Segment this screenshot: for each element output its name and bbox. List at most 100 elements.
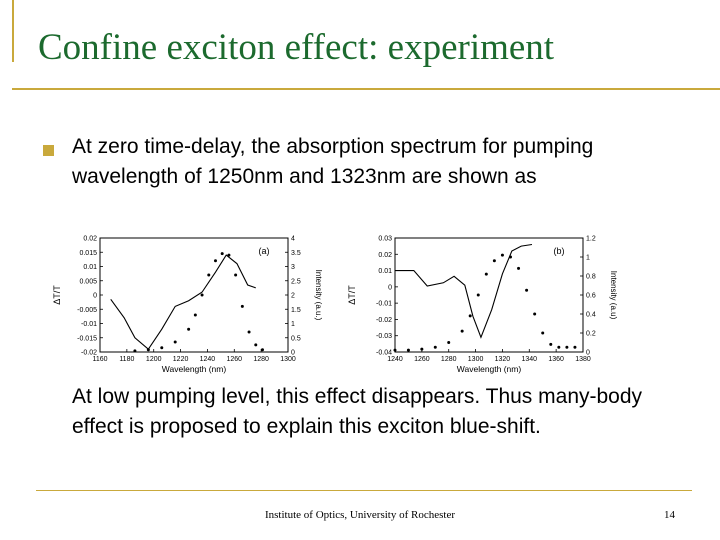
x-tick-label: 1320 (495, 356, 511, 363)
x-tick-label: 1260 (414, 356, 430, 363)
intensity-data-point (468, 314, 472, 318)
delta-t-series-line (110, 254, 256, 350)
intensity-data-point (433, 345, 437, 349)
y-left-tick-label: 0.005 (79, 278, 97, 285)
panel-label: (a) (259, 246, 270, 256)
intensity-data-point (484, 272, 488, 276)
intensity-data-point (207, 273, 211, 277)
y-right-tick-label: 1.5 (291, 307, 301, 314)
intensity-data-point (133, 349, 137, 353)
y-left-tick-label: -0.03 (376, 333, 392, 340)
x-tick-label: 1380 (575, 356, 591, 363)
intensity-data-point (525, 288, 529, 292)
bullet-text: At zero time-delay, the absorption spect… (72, 135, 594, 188)
intensity-data-point (240, 304, 244, 308)
x-tick-label: 1280 (253, 356, 269, 363)
intensity-data-point (187, 327, 191, 331)
y-right-tick-label: 1 (586, 255, 590, 262)
y-left-tick-label: 0.01 (83, 264, 97, 271)
intensity-data-point (227, 253, 231, 257)
intensity-data-point (508, 255, 512, 259)
intensity-data-point (406, 348, 410, 352)
y-left-tick-label: 0 (388, 284, 392, 291)
y-right-tick-label: 1 (291, 321, 295, 328)
y-left-tick-label: 0 (93, 293, 97, 300)
y-right-tick-label: 3.5 (291, 250, 301, 257)
x-axis-label: Wavelength (nm) (162, 364, 227, 374)
intensity-data-point (460, 329, 464, 333)
intensity-data-point (492, 259, 496, 263)
y-left-tick-label: -0.02 (81, 350, 97, 357)
y-left-tick-label: 0.02 (378, 252, 392, 259)
y-left-tick-label: -0.01 (376, 301, 392, 308)
y-right-tick-label: 0.6 (586, 293, 596, 300)
y-left-tick-label: -0.005 (77, 307, 97, 314)
y-left-tick-label: 0.01 (378, 268, 392, 275)
intensity-data-point (420, 347, 424, 351)
y-left-tick-label: -0.04 (376, 350, 392, 357)
intensity-data-point (173, 340, 177, 344)
y-right-tick-label: 4 (291, 236, 295, 243)
x-tick-label: 1240 (387, 356, 403, 363)
y-right-tick-label: 0.5 (291, 335, 301, 342)
intensity-data-point (393, 348, 397, 352)
intensity-data-point (160, 346, 164, 350)
y-right-tick-label: 0.8 (586, 274, 596, 281)
y-right-axis-label: Intensity (a.u) (609, 271, 618, 320)
panel-label: (b) (554, 246, 565, 256)
delta-t-series-line (395, 243, 533, 339)
y-right-tick-label: 0.4 (586, 312, 596, 319)
y-left-tick-label: 0.03 (378, 236, 392, 243)
intensity-data-point (533, 312, 537, 316)
x-tick-label: 1260 (226, 356, 242, 363)
y-right-tick-label: 2.5 (291, 278, 301, 285)
intensity-data-point (247, 330, 251, 334)
x-tick-label: 1220 (173, 356, 189, 363)
intensity-data-point (557, 345, 561, 349)
intensity-data-point (146, 348, 150, 352)
y-right-tick-label: 3 (291, 264, 295, 271)
intensity-data-point (476, 293, 480, 297)
x-tick-label: 1300 (468, 356, 484, 363)
y-right-tick-label: 0 (291, 350, 295, 357)
intensity-data-point (447, 341, 451, 344)
footer-text: Institute of Optics, University of Roche… (264, 509, 456, 521)
y-right-tick-label: 2 (291, 293, 295, 300)
intensity-data-point (517, 266, 521, 270)
y-right-axis-label: Intensity (a.u.) (314, 270, 323, 321)
intensity-data-point (260, 348, 264, 352)
y-right-tick-label: 0.2 (586, 331, 596, 338)
title-divider (12, 88, 720, 90)
chart-b: 1240 1260 1280 1300 1320 1340 1360 1380 0.03 0.02… (347, 236, 618, 375)
intensity-data-point (549, 342, 553, 346)
intensity-data-point (200, 293, 204, 297)
chart-a: 1160 1180 1200 1220 1240 1260 1280 13000.020.01… (52, 236, 323, 375)
intensity-data-point (220, 252, 224, 256)
x-tick-label: 1280 (441, 356, 457, 363)
page-number: 14 (664, 509, 675, 521)
x-tick-label: 1300 (280, 356, 296, 363)
x-tick-label: 1200 (146, 356, 162, 363)
y-left-tick-label: 0.02 (83, 236, 97, 243)
x-tick-label: 1360 (548, 356, 564, 363)
bullet-square-icon (43, 145, 54, 156)
y-left-axis-label: ΔT/T (52, 285, 62, 305)
x-tick-label: 1240 (200, 356, 216, 363)
y-right-tick-label: 0 (586, 350, 590, 357)
footer-divider (36, 490, 692, 491)
intensity-data-point (234, 273, 238, 277)
intensity-data-point (500, 253, 504, 257)
intensity-data-point (213, 259, 217, 263)
y-left-axis-label: ΔT/T (347, 285, 357, 305)
intensity-data-point (541, 331, 545, 335)
y-left-tick-label: -0.01 (81, 321, 97, 328)
x-axis-label: Wavelength (nm) (457, 364, 522, 374)
intensity-data-point (193, 313, 197, 317)
y-left-tick-label: -0.02 (376, 317, 392, 324)
y-left-tick-label: -0.015 (77, 335, 97, 342)
x-tick-label: 1160 (92, 356, 107, 363)
x-tick-label: 1340 (521, 356, 537, 363)
y-right-tick-label: 1.2 (586, 236, 596, 243)
accent-vertical-line (12, 0, 14, 62)
intensity-data-point (254, 343, 258, 347)
